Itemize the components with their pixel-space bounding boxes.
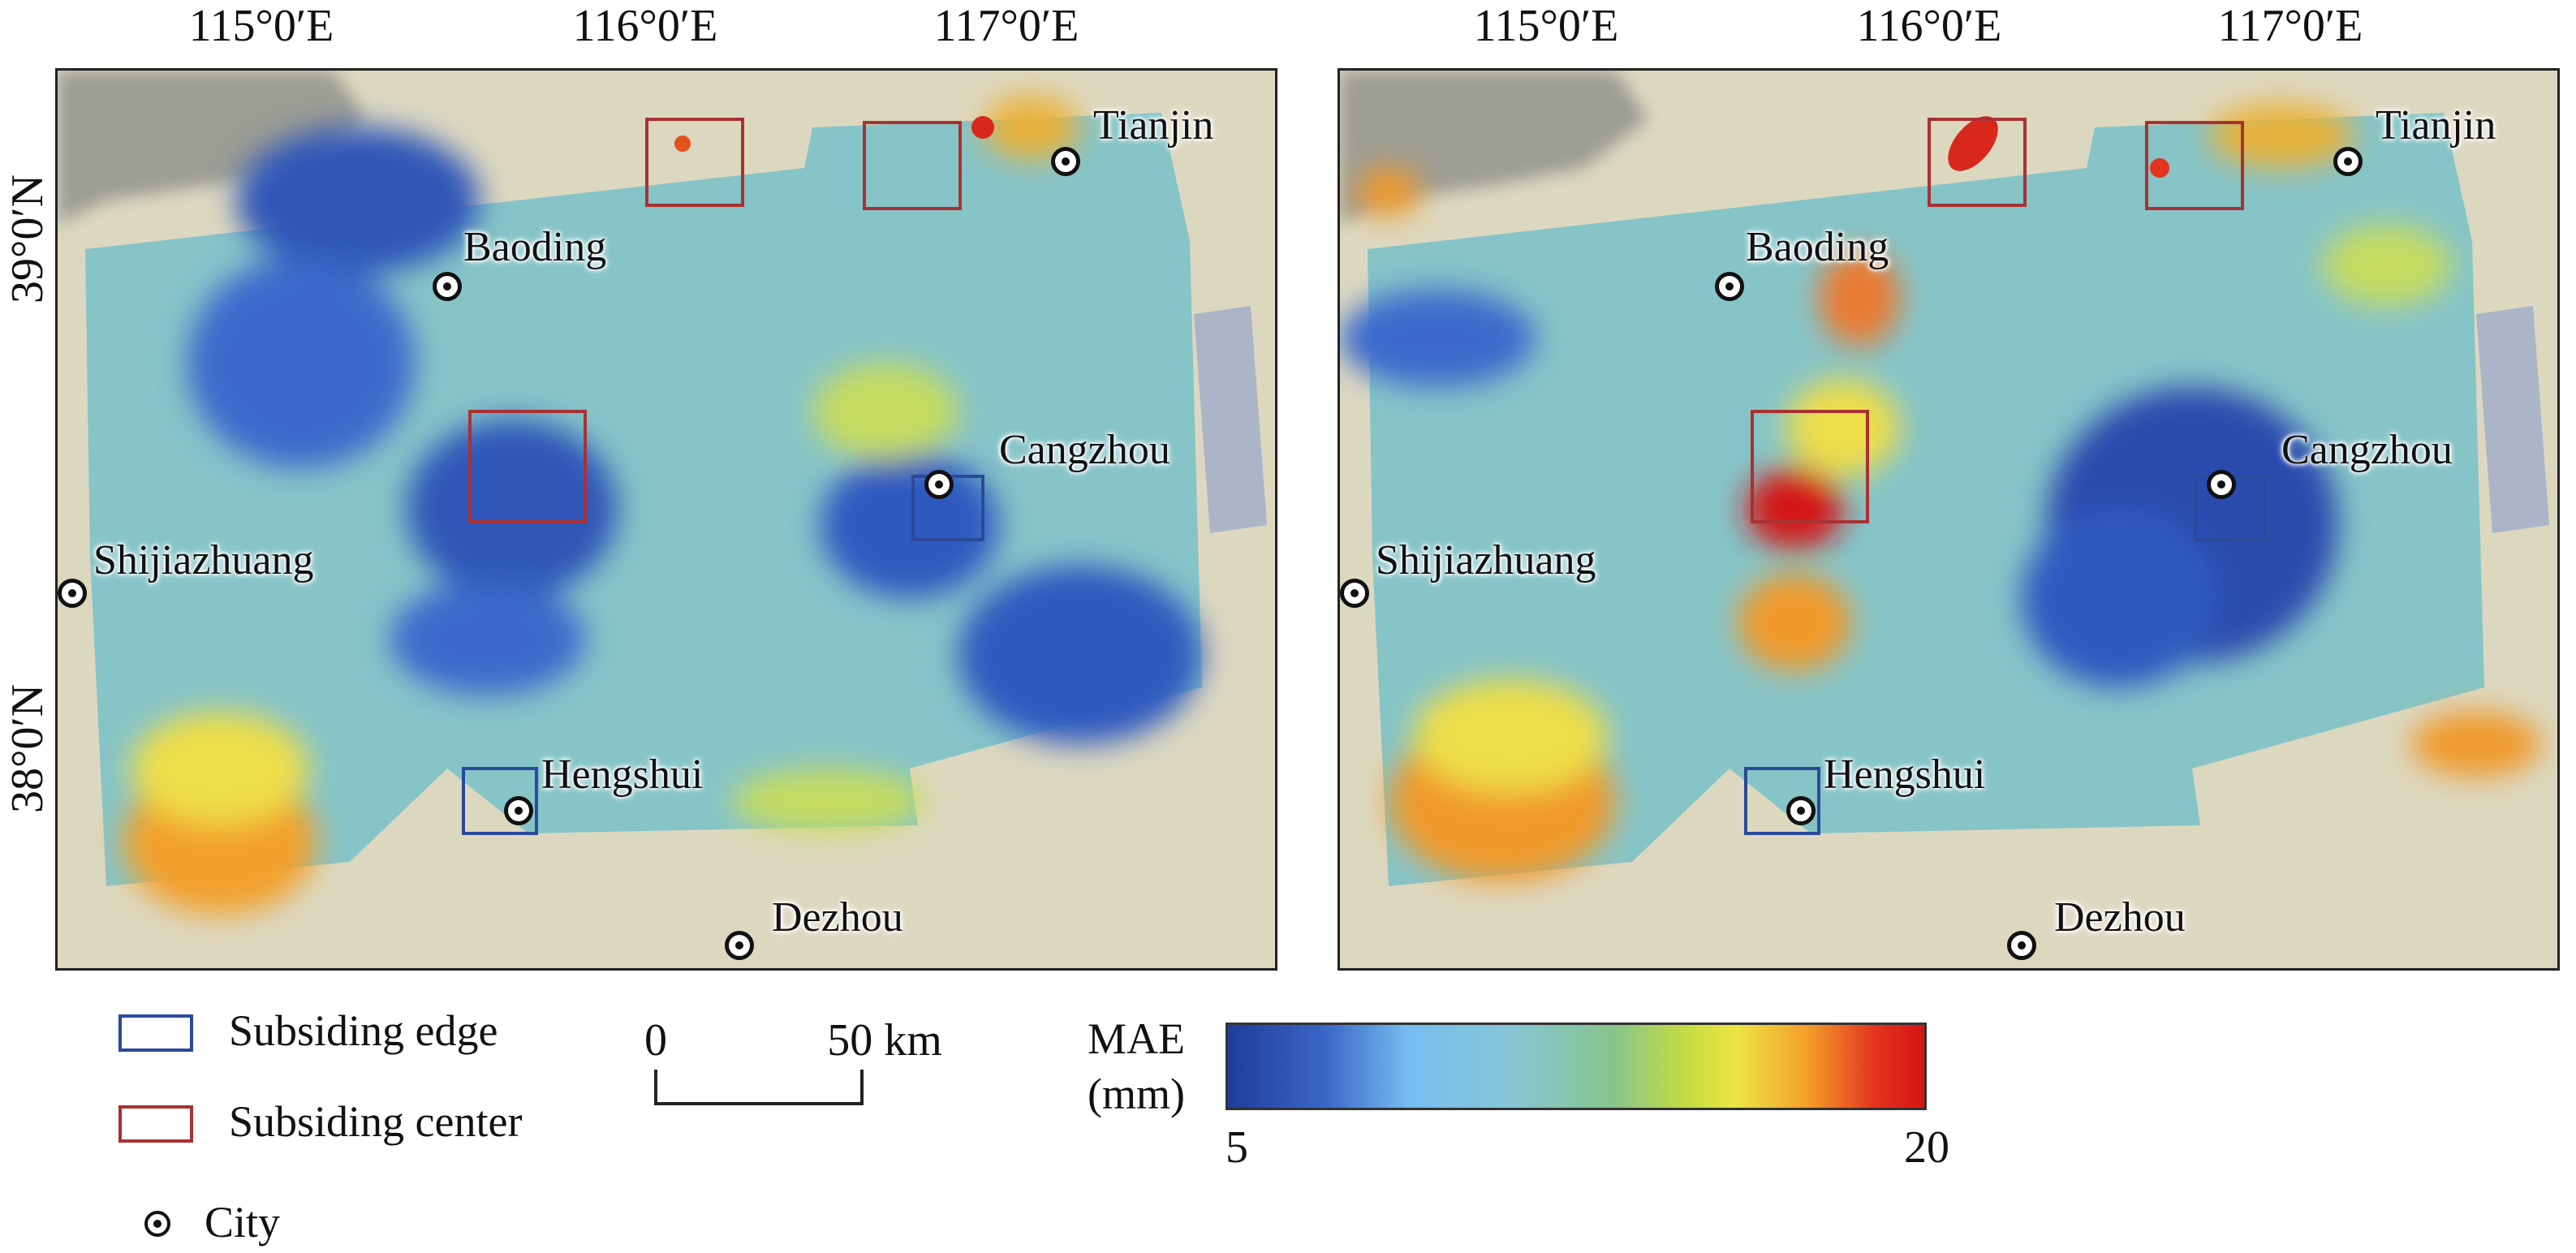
city-label-dezhou: Dezhou [2054,894,2186,941]
scale-bar-line [654,1070,864,1105]
colorbar-min-label: 5 [1226,1122,1248,1173]
city-marker-hengshui [504,796,533,825]
insar-coverage [1368,113,2484,886]
city-label-shijiazhuang: Shijiazhuang [93,537,314,583]
city-label-cangzhou: Cangzhou [2281,427,2453,473]
city-marker-dezhou [725,931,754,960]
colorbar-title-mae: MAE [1088,1014,1185,1063]
mountain-terrain [58,71,366,225]
subsiding-edge-box [462,767,538,835]
city-label-baoding: Baoding [463,224,607,270]
city-label-hengshui: Hengshui [541,751,704,798]
city-marker-tianjin [2333,147,2363,176]
subsiding-center-box [1751,410,1869,523]
city-label-dezhou: Dezhou [772,894,903,941]
legend-city-icon [144,1211,170,1237]
mae-map-left: Tianjin Baoding Cangzhou Shijiazhuang He… [55,68,1277,971]
city-marker-cangzhou [2207,470,2236,499]
city-marker-shijiazhuang [1340,579,1369,608]
city-marker-shijiazhuang [58,579,87,608]
city-label-tianjin: Tianjin [1093,102,1214,149]
city-label-cangzhou: Cangzhou [999,427,1170,473]
lon-label-117: 117°0′E [2217,1,2363,51]
subsiding-edge-box [1744,767,1820,835]
subsiding-center-box [1928,118,2027,207]
lon-label-116: 116°0′E [572,1,718,51]
legend-label-city: City [205,1198,281,1247]
city-label-tianjin: Tianjin [2376,102,2496,149]
bohai-bay-water [2476,306,2549,533]
lon-label-115: 115°0′E [188,1,334,51]
subsiding-center-box [468,410,587,523]
lat-label-38: 38°0′N [2,683,53,813]
city-marker-cangzhou [924,470,954,499]
lon-label-115: 115°0′E [1473,1,1619,51]
city-marker-hengshui [1786,796,1816,825]
subsiding-center-box [645,118,744,207]
map-raster-right [1340,71,2557,968]
city-marker-baoding [1715,272,1744,301]
city-label-baoding: Baoding [1746,224,1889,270]
legend-swatch-subsiding-center [118,1105,193,1143]
legend-swatch-subsiding-edge [118,1014,193,1052]
lon-label-116: 116°0′E [1856,1,2002,51]
mae-map-right: Tianjin Baoding Cangzhou Shijiazhuang He… [1338,68,2560,971]
colorbar-gradient [1226,1023,1927,1110]
scale-bar-start: 0 [644,1015,667,1066]
bohai-bay-water [1194,306,1267,533]
mae-pattern-left [123,95,1202,915]
city-marker-baoding [433,272,462,301]
mae-pattern-right [1340,103,2541,882]
scale-bar-end: 50 km [827,1015,942,1066]
lat-label-39: 39°0′N [2,174,53,304]
subsiding-center-box [863,121,962,210]
lon-label-117: 117°0′E [933,1,1079,51]
city-label-shijiazhuang: Shijiazhuang [1376,537,1596,583]
colorbar-title-unit: (mm) [1088,1070,1185,1118]
city-marker-tianjin [1051,147,1080,176]
map-raster-left [58,71,1275,968]
legend-label-subsiding-center: Subsiding center [229,1097,523,1146]
legend-label-subsiding-edge: Subsiding edge [229,1006,498,1055]
colorbar-max-label: 20 [1904,1122,1949,1173]
subsiding-center-box [2145,121,2244,210]
city-label-hengshui: Hengshui [1824,751,1986,798]
city-marker-dezhou [2007,931,2036,960]
